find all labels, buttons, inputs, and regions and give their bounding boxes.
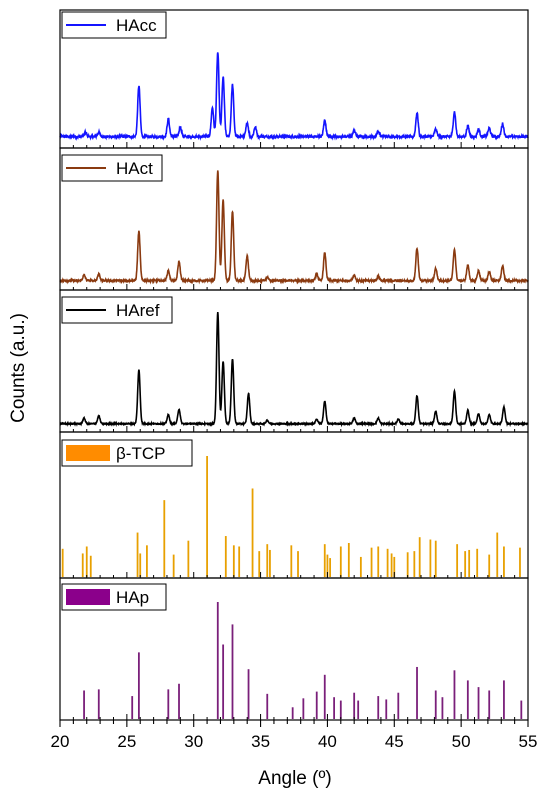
legend-3: HAref <box>61 296 173 324</box>
legend-label: HAref <box>116 301 160 320</box>
panel-4: β-TCP <box>59 431 529 579</box>
panel-3: HAref <box>59 289 529 433</box>
legend-4: β-TCP <box>61 439 193 467</box>
panel-1: HAcc <box>59 9 529 149</box>
x-tick-label: 45 <box>385 732 404 751</box>
legend-label: HAct <box>116 159 153 178</box>
y-axis-title: Counts (a.u.) <box>8 313 29 423</box>
panel-frame <box>59 577 529 721</box>
x-tick-label: 25 <box>117 732 136 751</box>
x-tick-label: 35 <box>251 732 270 751</box>
panel-5: HAp <box>59 577 529 721</box>
legend-label: β-TCP <box>116 444 165 463</box>
legend-5: HAp <box>61 583 167 611</box>
x-tick-label: 20 <box>51 732 70 751</box>
legend-1: HAcc <box>61 11 167 39</box>
x-tick-label: 30 <box>184 732 203 751</box>
series-line-3 <box>59 311 529 428</box>
x-axis: 20 25 30 35 40 45 50 55 <box>51 720 538 751</box>
series-line-2 <box>59 170 529 285</box>
legend-box <box>61 154 163 182</box>
legend-2: HAct <box>61 154 163 182</box>
legend-label: HAp <box>116 588 149 607</box>
series-line-1 <box>59 52 529 142</box>
legend-swatch <box>66 445 110 461</box>
x-tick-label: 50 <box>452 732 471 751</box>
chart-panels: HAcc HAct HAref β-TCP HAp <box>59 9 529 721</box>
x-tick-label: 55 <box>519 732 538 751</box>
legend-swatch <box>66 589 110 605</box>
panel-2: HAct <box>59 147 529 291</box>
legend-label: HAcc <box>116 16 157 35</box>
x-axis-title: Angle (º) <box>258 768 331 789</box>
x-tick-label: 40 <box>318 732 337 751</box>
